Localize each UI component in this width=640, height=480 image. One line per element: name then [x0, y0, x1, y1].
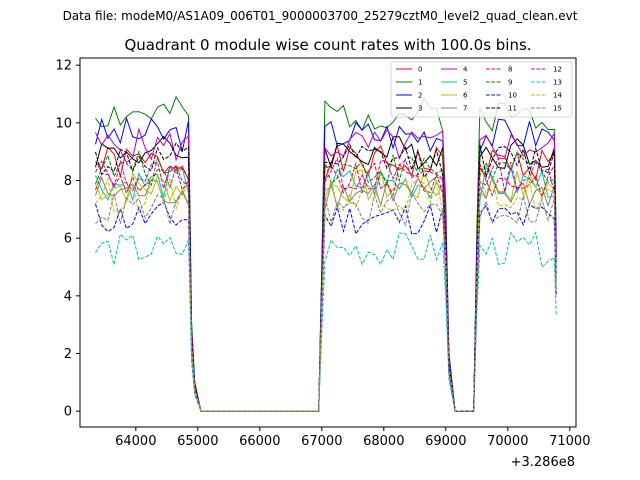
legend-label-8: 8 — [508, 66, 512, 74]
y-tick-label: 2 — [64, 347, 72, 362]
series-line-8 — [95, 161, 557, 412]
legend-label-3: 3 — [418, 105, 422, 113]
axes-frame — [79, 57, 577, 428]
legend-label-4: 4 — [463, 66, 468, 74]
chart-suptitle: Data file: modeM0/AS1A09_006T01_90000037… — [63, 9, 578, 23]
legend-label-0: 0 — [418, 66, 422, 74]
x-offset-label: +3.286e8 — [511, 455, 575, 470]
y-axis: 0 2 4 6 8 10 12 — [55, 59, 80, 420]
legend-label-10: 10 — [508, 92, 517, 100]
x-tick-label: 68000 — [363, 434, 404, 449]
legend-label-11: 11 — [508, 105, 517, 113]
legend-label-15: 15 — [553, 105, 562, 113]
y-tick-label: 6 — [64, 232, 72, 247]
legend-label-14: 14 — [553, 92, 562, 100]
legend-box — [390, 61, 573, 118]
series-line-12 — [95, 156, 557, 412]
series-line-10 — [95, 201, 557, 412]
legend-label-13: 13 — [553, 79, 562, 87]
legend-label-7: 7 — [463, 105, 467, 113]
x-tick-label: 69000 — [425, 434, 466, 449]
series-layer — [95, 95, 557, 412]
legend-label-9: 9 — [508, 79, 512, 87]
y-tick-label: 12 — [55, 59, 72, 74]
legend-label-2: 2 — [418, 92, 422, 100]
legend-label-5: 5 — [463, 79, 467, 87]
x-tick-label: 64000 — [115, 434, 156, 449]
x-tick-label: 65000 — [177, 434, 218, 449]
series-line-14 — [95, 176, 557, 412]
chart-title: Quadrant 0 module wise count rates with … — [124, 36, 531, 54]
series-line-11 — [95, 142, 557, 412]
y-tick-label: 8 — [64, 174, 72, 189]
series-line-15 — [95, 191, 557, 412]
x-tick-label: 70000 — [487, 434, 528, 449]
y-tick-label: 4 — [64, 289, 72, 304]
series-line-9 — [95, 149, 557, 412]
legend-label-6: 6 — [463, 92, 468, 100]
x-tick-label: 67000 — [301, 434, 342, 449]
y-tick-label: 0 — [64, 405, 72, 420]
y-tick-label: 10 — [55, 116, 72, 131]
x-axis: 64000 65000 66000 67000 68000 69000 70000 71000 — [115, 427, 590, 449]
series-line-1 — [95, 95, 557, 412]
series-line-13 — [95, 231, 557, 412]
x-tick-label: 66000 — [239, 434, 280, 449]
x-tick-label: 71000 — [549, 434, 590, 449]
legend-label-1: 1 — [418, 79, 422, 87]
legend-label-12: 12 — [553, 66, 562, 74]
